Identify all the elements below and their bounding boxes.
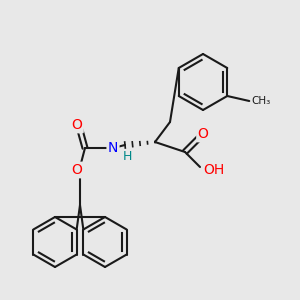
Text: O: O <box>72 163 83 177</box>
Text: H: H <box>123 149 132 163</box>
Text: O: O <box>198 127 208 141</box>
Text: OH: OH <box>203 163 224 177</box>
Text: N: N <box>108 141 118 155</box>
Text: O: O <box>72 118 83 132</box>
Text: CH₃: CH₃ <box>251 96 271 106</box>
